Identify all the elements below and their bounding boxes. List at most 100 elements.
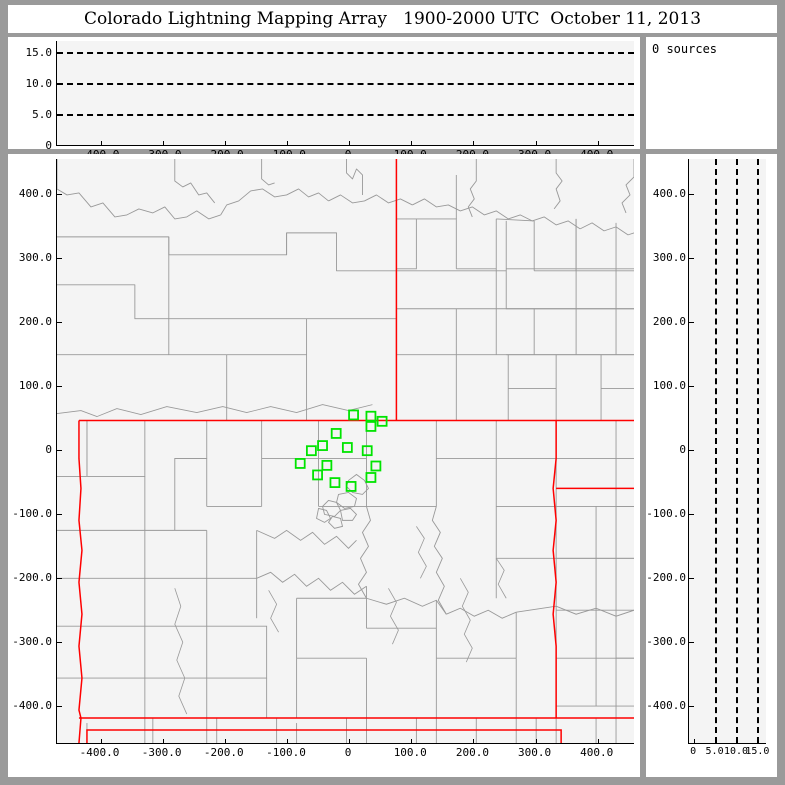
x-tickmark	[535, 141, 537, 145]
x-axis-tick-label: 300.0	[517, 746, 552, 759]
lightning-source-marker[interactable]	[365, 410, 377, 422]
x-axis-tick-label: 15.0	[745, 746, 770, 757]
lightning-source-marker[interactable]	[341, 442, 353, 453]
lightning-source-marker[interactable]	[365, 421, 377, 432]
x-tickmark	[715, 739, 717, 743]
east-height-plot-area[interactable]	[688, 159, 766, 744]
x-tickmark	[162, 141, 164, 145]
lightning-source-marker[interactable]	[305, 445, 317, 457]
y-tickmark	[57, 577, 62, 579]
lightning-source-markers[interactable]	[294, 409, 388, 492]
y-tickmark	[689, 322, 694, 324]
x-tickmark	[758, 739, 760, 743]
y-tickmark	[57, 115, 62, 117]
x-axis-tick-label: 200.0	[455, 746, 489, 759]
x-axis-tick-label: 10.0	[723, 746, 749, 757]
y-axis-tick-label: -200.0	[646, 570, 686, 584]
lightning-source-marker[interactable]	[321, 459, 333, 471]
y-tickmark	[689, 258, 694, 260]
x-tickmark	[597, 141, 599, 145]
county-boundaries	[57, 159, 634, 421]
y-tickmark	[689, 577, 694, 579]
map-plot-area[interactable]	[56, 159, 634, 744]
y-tickmark	[689, 641, 694, 643]
x-axis-tick-label: -400.0	[79, 746, 120, 759]
y-tickmark	[689, 194, 694, 196]
lightning-source-marker[interactable]	[294, 458, 306, 469]
lightning-source-marker[interactable]	[329, 477, 341, 488]
x-axis-tick-label: -200.0	[203, 746, 244, 759]
y-tickmark	[57, 513, 62, 515]
y-axis-tick-label: 100.0	[652, 378, 686, 392]
y-tickmark	[57, 385, 62, 387]
y-axis-tick-label: 0	[45, 139, 52, 152]
x-tickmark	[100, 739, 102, 743]
y-tickmark	[57, 194, 62, 196]
lightning-source-marker[interactable]	[370, 460, 382, 472]
x-axis-tick-label: 400.0	[580, 746, 614, 759]
gridline-vertical	[757, 159, 760, 743]
x-tickmark	[100, 141, 102, 145]
gridline-horizontal	[57, 52, 634, 55]
source-count-label: 0 sources	[652, 42, 718, 56]
y-axis-tick-label: 10.0	[25, 77, 53, 91]
x-tickmark	[597, 739, 599, 743]
gridline-vertical	[714, 159, 717, 743]
x-tickmark	[737, 739, 738, 743]
terrain-detail-lines	[57, 404, 507, 715]
y-axis-tick-label: 200.0	[18, 315, 52, 329]
x-tickmark	[411, 141, 413, 145]
lightning-source-marker[interactable]	[345, 481, 357, 492]
x-tickmark	[411, 739, 413, 743]
y-axis-tick-label: 15.0	[25, 46, 53, 60]
y-axis-tick-label: 200.0	[652, 315, 686, 329]
x-axis-tick-label: 0	[344, 746, 352, 759]
east-height-panel: -400.0 -300.0 -200.0 -100.0 0 100.0 200.0 300.0…	[646, 154, 777, 777]
y-axis-tick-label: 5.0	[32, 108, 52, 122]
lightning-source-marker[interactable]	[361, 445, 373, 457]
colorado-county-boundaries	[57, 420, 634, 743]
x-axis-tick-label: 100.0	[393, 746, 427, 759]
x-tickmark	[473, 739, 475, 743]
lightning-source-marker[interactable]	[317, 440, 328, 451]
state-boundaries	[78, 159, 634, 743]
y-axis-tick-label: -300.0	[646, 634, 686, 648]
y-axis-tick-label: -100.0	[646, 506, 686, 520]
x-tickmark	[349, 141, 351, 145]
y-tickmark	[57, 258, 62, 260]
kansas-county-boundaries	[556, 505, 634, 707]
map-panel: -400.0 -300.0 -200.0 -100.0 0 100.0 200.0 300.0…	[8, 154, 640, 777]
time-height-plot-area[interactable]	[56, 41, 634, 146]
lightning-source-marker[interactable]	[312, 469, 323, 481]
lightning-source-marker[interactable]	[330, 428, 342, 439]
page-title: Colorado Lightning Mapping Array 1900-20…	[83, 9, 702, 29]
x-tickmark	[473, 141, 475, 145]
y-axis-tick-label: 0	[679, 442, 686, 456]
lightning-source-marker[interactable]	[376, 415, 388, 427]
y-axis-tick-label: -100.0	[12, 506, 52, 520]
y-tickmark	[689, 385, 694, 387]
x-axis-tick-label: 5.0	[705, 746, 724, 757]
y-tickmark	[57, 449, 62, 451]
y-axis-tick-label: 300.0	[652, 251, 686, 265]
lightning-source-marker[interactable]	[348, 409, 359, 421]
lightning-source-marker[interactable]	[365, 472, 377, 483]
source-count-panel: 0 sources	[646, 37, 777, 149]
x-tickmark	[349, 739, 351, 743]
y-axis-tick-label: -400.0	[646, 698, 686, 712]
y-axis-tick-label: 300.0	[18, 251, 52, 265]
x-axis-tick-label: -300.0	[141, 746, 182, 759]
y-tickmark	[689, 705, 694, 707]
x-tickmark	[286, 739, 288, 743]
y-tickmark	[689, 513, 694, 515]
y-axis-tick-label: -300.0	[12, 634, 52, 648]
y-tickmark	[57, 322, 62, 324]
y-axis-tick-label: 400.0	[652, 187, 686, 201]
y-axis-tick-label: -200.0	[12, 570, 52, 584]
y-axis-tick-label: 400.0	[18, 187, 52, 201]
y-tickmark	[57, 84, 62, 86]
x-axis-tick-label: 0	[690, 746, 697, 757]
x-tickmark	[162, 739, 164, 743]
time-height-panel: 05.010.015.0-400.0-300.0-200.0-100.00100…	[8, 37, 640, 161]
